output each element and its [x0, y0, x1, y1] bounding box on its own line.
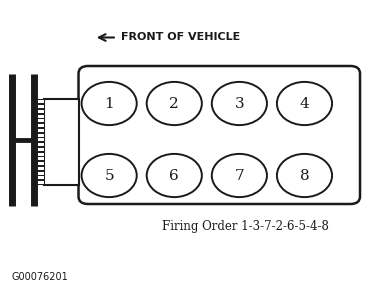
Bar — [34, 166, 44, 170]
Bar — [34, 152, 44, 156]
Circle shape — [277, 154, 332, 197]
Text: G00076201: G00076201 — [11, 272, 68, 282]
Text: 7: 7 — [234, 169, 244, 182]
Bar — [34, 137, 44, 141]
Bar — [34, 123, 44, 127]
Bar — [34, 176, 44, 179]
Circle shape — [212, 154, 267, 197]
Text: FRONT OF VEHICLE: FRONT OF VEHICLE — [121, 32, 240, 43]
Circle shape — [277, 82, 332, 125]
Bar — [34, 118, 44, 122]
Bar — [34, 99, 44, 104]
Bar — [34, 147, 44, 151]
Bar — [34, 156, 44, 161]
Circle shape — [82, 82, 137, 125]
Bar — [34, 171, 44, 175]
Text: 1: 1 — [104, 97, 114, 110]
FancyBboxPatch shape — [79, 66, 360, 204]
Bar — [34, 104, 44, 108]
Circle shape — [82, 154, 137, 197]
Text: 4: 4 — [300, 97, 309, 110]
Circle shape — [212, 82, 267, 125]
Text: 8: 8 — [300, 169, 309, 182]
Circle shape — [147, 154, 202, 197]
Bar — [34, 133, 44, 136]
Text: 3: 3 — [234, 97, 244, 110]
Circle shape — [147, 82, 202, 125]
Bar — [34, 161, 44, 165]
Text: Firing Order 1-3-7-2-6-5-4-8: Firing Order 1-3-7-2-6-5-4-8 — [162, 220, 329, 233]
Bar — [44, 99, 79, 184]
Bar — [34, 109, 44, 113]
Bar — [34, 128, 44, 132]
Bar — [34, 180, 44, 184]
Text: 5: 5 — [104, 169, 114, 182]
Text: 2: 2 — [169, 97, 179, 110]
Text: 6: 6 — [169, 169, 179, 182]
Bar — [34, 114, 44, 118]
Bar — [34, 142, 44, 146]
